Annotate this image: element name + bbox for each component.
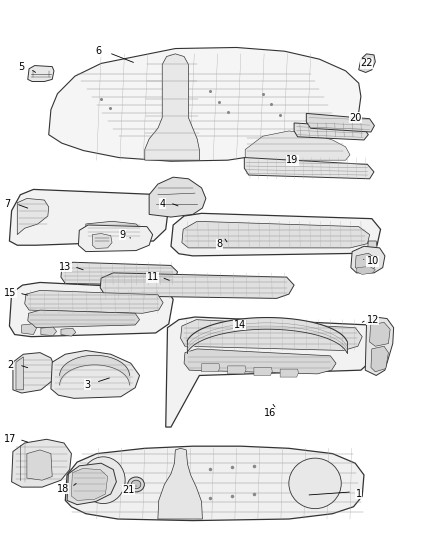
Polygon shape [65, 446, 364, 521]
Polygon shape [145, 54, 199, 160]
Polygon shape [171, 213, 381, 256]
Ellipse shape [131, 480, 141, 489]
Text: 17: 17 [4, 434, 17, 445]
Polygon shape [201, 364, 220, 372]
Polygon shape [51, 351, 140, 398]
Text: 14: 14 [234, 320, 246, 330]
Polygon shape [28, 66, 54, 82]
Text: 11: 11 [146, 272, 159, 282]
Polygon shape [367, 241, 377, 253]
Text: 18: 18 [57, 484, 69, 494]
Text: 15: 15 [4, 288, 17, 298]
Polygon shape [357, 266, 375, 274]
Text: 12: 12 [367, 314, 379, 325]
Ellipse shape [128, 477, 145, 492]
Polygon shape [12, 439, 71, 487]
Text: 9: 9 [119, 230, 125, 240]
Polygon shape [184, 349, 336, 374]
Polygon shape [10, 282, 173, 337]
Text: 21: 21 [122, 485, 134, 495]
Polygon shape [10, 189, 169, 245]
Polygon shape [182, 221, 370, 248]
Polygon shape [13, 353, 55, 393]
Text: 19: 19 [286, 155, 298, 165]
Text: 7: 7 [4, 199, 11, 209]
Polygon shape [61, 328, 76, 336]
Text: 8: 8 [217, 239, 223, 249]
Polygon shape [180, 320, 362, 351]
Polygon shape [254, 368, 272, 375]
Polygon shape [228, 366, 246, 374]
Polygon shape [365, 317, 394, 375]
Polygon shape [166, 317, 377, 427]
Ellipse shape [81, 457, 125, 504]
Polygon shape [92, 233, 112, 248]
Text: 16: 16 [265, 408, 277, 418]
Polygon shape [21, 324, 36, 335]
Polygon shape [294, 123, 368, 140]
Polygon shape [306, 114, 374, 132]
Polygon shape [370, 322, 390, 346]
Polygon shape [149, 177, 206, 217]
Polygon shape [244, 158, 374, 179]
Polygon shape [61, 262, 177, 285]
Text: 20: 20 [349, 112, 361, 123]
Polygon shape [28, 310, 140, 328]
Text: 22: 22 [360, 59, 373, 68]
Text: 6: 6 [96, 46, 102, 56]
Polygon shape [16, 357, 23, 390]
Polygon shape [371, 346, 389, 372]
Text: 3: 3 [84, 379, 90, 390]
Polygon shape [245, 131, 350, 160]
Text: 5: 5 [18, 62, 25, 72]
Polygon shape [27, 450, 52, 480]
Polygon shape [86, 221, 143, 241]
Polygon shape [78, 225, 152, 252]
Text: 1: 1 [356, 489, 362, 499]
Ellipse shape [289, 458, 341, 508]
Polygon shape [25, 290, 163, 313]
Polygon shape [41, 327, 57, 336]
Polygon shape [351, 246, 385, 273]
Polygon shape [355, 253, 376, 272]
Polygon shape [359, 54, 375, 72]
Polygon shape [280, 369, 298, 377]
Polygon shape [67, 463, 117, 505]
Polygon shape [49, 47, 361, 161]
Text: 13: 13 [59, 262, 71, 271]
Polygon shape [71, 469, 108, 500]
Polygon shape [100, 273, 294, 298]
Polygon shape [158, 448, 202, 519]
Text: 10: 10 [367, 256, 379, 266]
Polygon shape [17, 198, 49, 235]
Text: 2: 2 [7, 360, 14, 370]
Text: 4: 4 [159, 199, 165, 209]
